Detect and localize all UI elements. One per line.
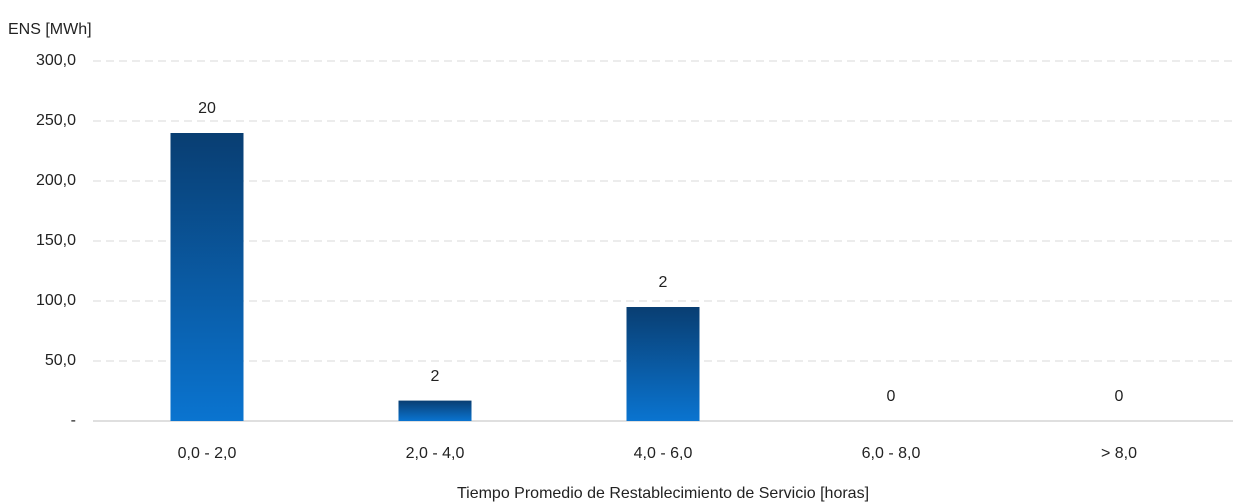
bar (170, 133, 244, 421)
bar-label: 20 (198, 100, 216, 117)
x-tick-label: 4,0 - 6,0 (634, 445, 693, 462)
y-tick-label: 300,0 (36, 52, 76, 69)
bar-label: 0 (887, 388, 896, 405)
bar (398, 400, 472, 421)
bar-label: 0 (1115, 388, 1124, 405)
y-tick-label: 100,0 (36, 292, 76, 309)
bar (626, 307, 700, 421)
y-tick-label: 250,0 (36, 112, 76, 129)
bar-label: 2 (431, 368, 440, 385)
y-tick-label: 50,0 (45, 352, 76, 369)
y-tick-label: 200,0 (36, 172, 76, 189)
x-tick-label: 0,0 - 2,0 (178, 445, 237, 462)
y-axis-title: ENS [MWh] (8, 21, 92, 38)
bar-label: 2 (659, 274, 668, 291)
y-tick-label: - (71, 412, 76, 429)
y-tick-label: 150,0 (36, 232, 76, 249)
x-tick-label: 2,0 - 4,0 (406, 445, 465, 462)
x-tick-label: 6,0 - 8,0 (862, 445, 921, 462)
x-tick-label: > 8,0 (1101, 445, 1137, 462)
x-axis-title: Tiempo Promedio de Restablecimiento de S… (457, 485, 869, 502)
